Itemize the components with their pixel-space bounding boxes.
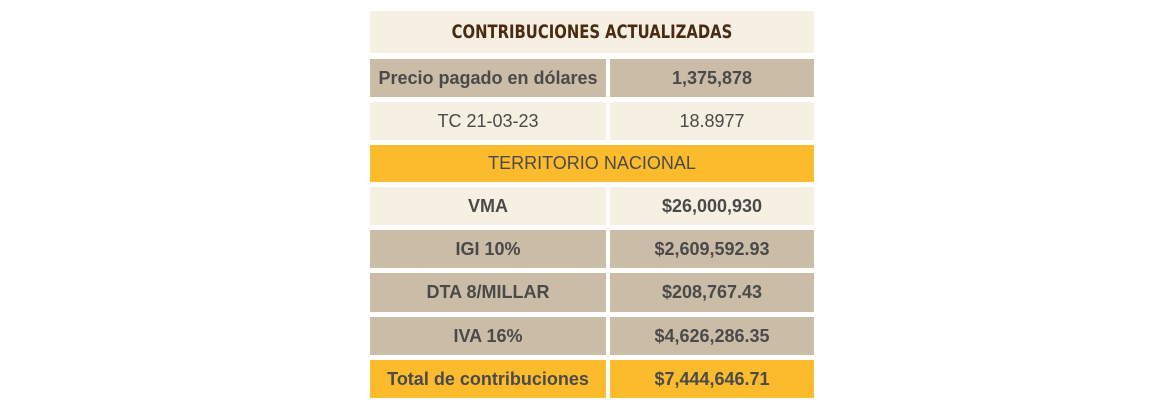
table-title-row: CONTRIBUCIONES ACTUALIZADAS [370,11,814,53]
row-value: 1,375,878 [610,59,814,97]
row-value: $26,000,930 [610,187,814,225]
table-row: IVA 16% $4,626,286.35 [370,317,814,355]
table-title-cell: CONTRIBUCIONES ACTUALIZADAS [370,11,814,53]
table-row: IGI 10% $2,609,592.93 [370,230,814,268]
row-label: DTA 8/MILLAR [370,273,606,312]
total-value: $7,444,646.71 [610,360,814,398]
table-row: DTA 8/MILLAR $208,767.43 [370,273,814,312]
row-value: $208,767.43 [610,273,814,312]
row-label: VMA [370,187,606,225]
section-header-row: TERRITORIO NACIONAL [370,145,814,182]
row-label: IGI 10% [370,230,606,268]
table-row: TC 21-03-23 18.8977 [370,102,814,140]
row-value: $2,609,592.93 [610,230,814,268]
row-value: $4,626,286.35 [610,317,814,355]
contributions-table: CONTRIBUCIONES ACTUALIZADAS Precio pagad… [370,11,814,398]
row-value: 18.8977 [610,102,814,140]
table-title: CONTRIBUCIONES ACTUALIZADAS [451,21,733,43]
total-row: Total de contribuciones $7,444,646.71 [370,360,814,398]
row-label: Precio pagado en dólares [370,59,606,97]
section-header: TERRITORIO NACIONAL [370,145,814,182]
total-label: Total de contribuciones [370,360,606,398]
row-label: TC 21-03-23 [370,102,606,140]
table-row: Precio pagado en dólares 1,375,878 [370,59,814,97]
table-row: VMA $26,000,930 [370,187,814,225]
row-label: IVA 16% [370,317,606,355]
